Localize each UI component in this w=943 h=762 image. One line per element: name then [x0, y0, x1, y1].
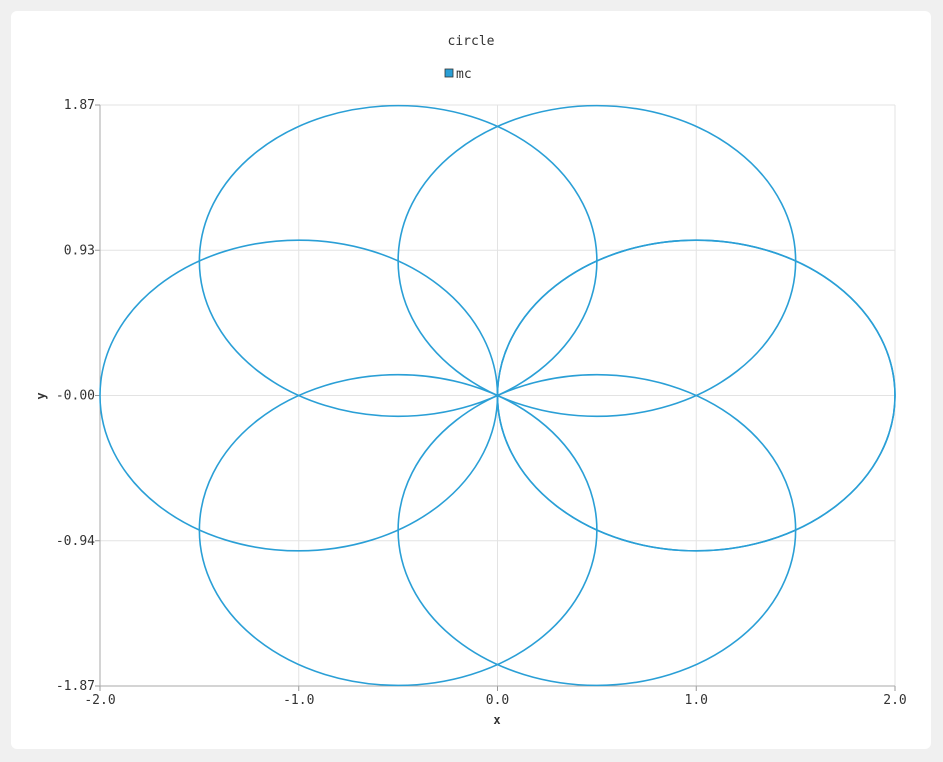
legend-label: mc [456, 67, 472, 82]
chart-title: circle [448, 34, 495, 49]
y-tick-label: -0.94 [56, 534, 95, 549]
y-axis-title: y [34, 392, 48, 399]
y-tick-label: -1.87 [56, 679, 95, 694]
tick-labels: -2.0 -1.0 0.0 1.0 2.0 1.87 0.93 -0.00 -0.94 -1.87 [56, 98, 907, 708]
y-tick-label: 1.87 [64, 98, 95, 113]
x-tick-label: 2.0 [883, 693, 906, 708]
plot-area [99, 104, 896, 687]
x-tick-label: 1.0 [685, 693, 708, 708]
x-tick-label: -2.0 [84, 693, 115, 708]
x-tick-label: -1.0 [283, 693, 314, 708]
legend-swatch [444, 68, 454, 78]
y-tick-label: 0.93 [64, 243, 95, 258]
legend[interactable]: mc [444, 67, 472, 82]
y-tick-label: -0.00 [56, 389, 95, 404]
chart-card [11, 11, 931, 749]
series-circle [496, 239, 896, 552]
x-tick-label: 0.0 [486, 693, 509, 708]
x-axis-title: x [493, 713, 500, 727]
